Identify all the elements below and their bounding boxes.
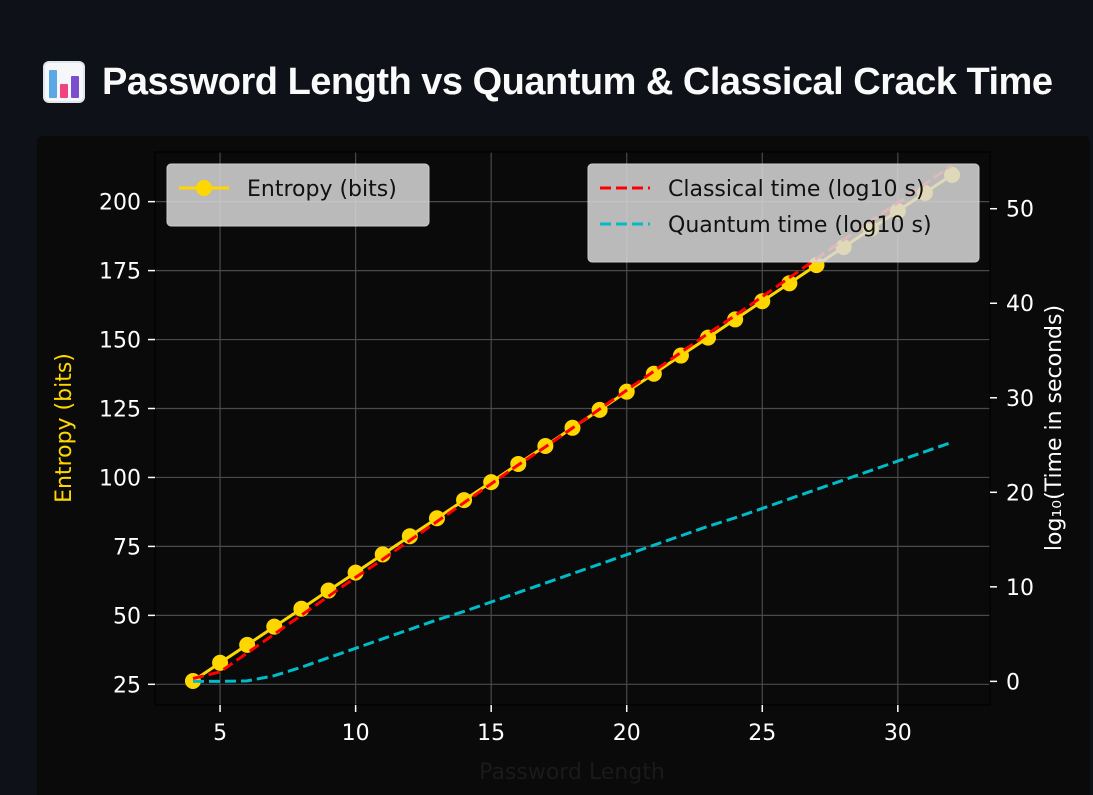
bar-chart-icon xyxy=(43,61,85,103)
x-tick-label: 15 xyxy=(477,721,505,746)
y-tick-label: 200 xyxy=(99,191,141,216)
page-header: Password Length vs Quantum & Classical C… xyxy=(42,60,1053,104)
x-axis-label: Password Length xyxy=(479,760,665,785)
entropy-point xyxy=(754,293,771,310)
y-tick-label: 50 xyxy=(113,604,141,629)
y-tick-label: 150 xyxy=(99,329,141,354)
legend-entry-label: Classical time (log10 s) xyxy=(668,177,925,202)
entropy-point xyxy=(645,365,662,382)
entropy-point xyxy=(672,347,689,364)
entropy-point xyxy=(347,564,364,581)
plot-frame xyxy=(154,151,991,706)
legend-entry-label: Quantum time (log10 s) xyxy=(668,213,932,238)
entropy-point xyxy=(401,528,418,545)
y2-tick-label: 40 xyxy=(1006,292,1034,317)
entropy-point xyxy=(212,654,229,671)
x-tick-label: 10 xyxy=(342,721,370,746)
y-tick-label: 100 xyxy=(99,466,141,491)
x-tick-label: 5 xyxy=(213,721,227,746)
entropy-point xyxy=(700,329,717,346)
y2-axis-label: log₁₀(Time in seconds) xyxy=(1042,305,1067,551)
classical-line xyxy=(192,163,953,680)
chart-figure: 5 10 15 20 25 30 25 50 75 100 125 150 175 200 0 10 20 30 4… xyxy=(37,136,1090,795)
y-axis-label: Entropy (bits) xyxy=(52,353,77,503)
legend-swatch-marker xyxy=(196,180,212,196)
y2-tick-label: 30 xyxy=(1006,387,1034,412)
chart-canvas: 5 10 15 20 25 30 25 50 75 100 125 150 175 200 0 10 20 30 4… xyxy=(52,151,1067,785)
legend-box xyxy=(166,163,430,227)
y2-tick-label: 50 xyxy=(1006,198,1034,223)
axes: 5 10 15 20 25 30 25 50 75 100 125 150 175 200 0 10 20 30 4… xyxy=(99,191,1034,746)
legend-box xyxy=(587,163,980,263)
legend-entry-label: Entropy (bits) xyxy=(247,177,397,202)
x-tick-label: 20 xyxy=(613,721,641,746)
grid-lines xyxy=(155,152,990,705)
y2-tick-label: 0 xyxy=(1006,670,1020,695)
page-title: Password Length vs Quantum & Classical C… xyxy=(102,60,1053,103)
y-tick-label: 75 xyxy=(113,535,141,560)
y-tick-label: 175 xyxy=(99,260,141,285)
entropy-point xyxy=(293,600,310,617)
legends: Entropy (bits) Classical time (log10 s) Qu… xyxy=(166,163,980,263)
entropy-point xyxy=(428,510,445,527)
entropy-point xyxy=(266,618,283,635)
y-tick-label: 25 xyxy=(113,673,141,698)
x-tick-label: 30 xyxy=(884,721,912,746)
y2-tick-label: 10 xyxy=(1006,576,1034,601)
quantum-line xyxy=(193,440,953,683)
x-tick-label: 25 xyxy=(748,721,776,746)
y-tick-label: 125 xyxy=(99,398,141,423)
entropy-point xyxy=(781,275,798,292)
y2-tick-label: 20 xyxy=(1006,481,1034,506)
entropy-point xyxy=(727,311,744,328)
